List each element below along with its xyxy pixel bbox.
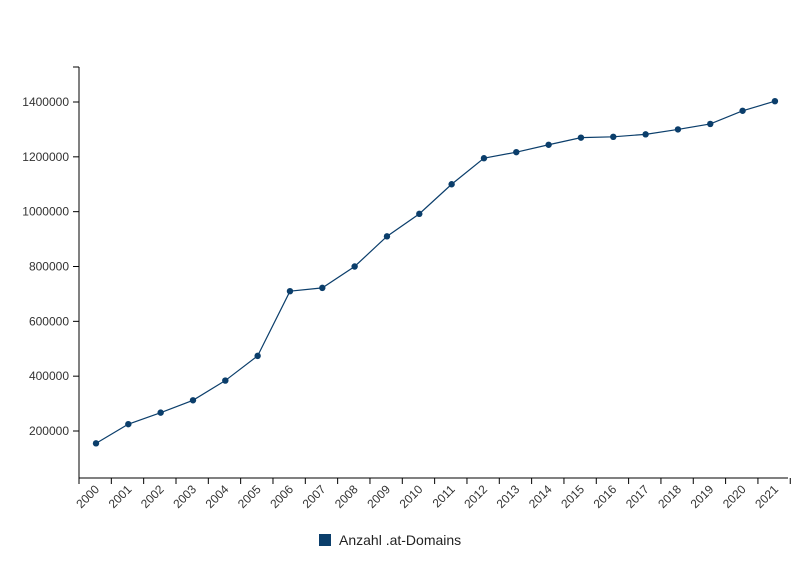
y-tick-label: 800000 [29, 260, 69, 274]
x-tick-label: 2017 [623, 482, 652, 511]
y-tick-label: 400000 [29, 369, 69, 383]
data-point [286, 287, 294, 295]
data-point [480, 155, 488, 162]
data-point [125, 420, 132, 428]
axes [73, 66, 788, 479]
data-point [642, 131, 649, 138]
data-point [739, 107, 746, 114]
x-tick-label: 2014 [526, 482, 555, 511]
data-point [674, 126, 682, 133]
x-tick-label: 2011 [430, 482, 458, 510]
x-tick-label: 2002 [138, 482, 167, 511]
x-tick-label: 2013 [494, 482, 523, 511]
data-point [254, 352, 261, 360]
y-tick-label: 600000 [29, 314, 69, 328]
y-tick-label: 1000000 [22, 205, 69, 219]
data-point [448, 181, 455, 188]
data-point [577, 134, 585, 141]
x-tick-label: 2019 [688, 482, 717, 511]
data-point [416, 210, 423, 218]
data-point [222, 377, 229, 384]
y-tick-label: 200000 [29, 424, 69, 438]
x-tick-label: 2010 [397, 482, 426, 511]
x-tick-label: 2015 [558, 482, 587, 511]
x-tick-label: 2007 [300, 482, 329, 511]
data-point [771, 97, 779, 105]
data-point [707, 120, 714, 128]
data-point [319, 284, 326, 292]
data-point [513, 148, 520, 156]
x-tick-label: 2016 [591, 482, 620, 511]
legend-label: Anzahl .at-Domains [339, 532, 462, 548]
data-point [545, 141, 552, 148]
series-layer [92, 97, 779, 447]
x-tick-label: 2005 [235, 482, 264, 511]
data-point [157, 409, 164, 416]
x-tick-label: 2003 [170, 482, 199, 511]
x-tick-label: 2020 [720, 482, 749, 511]
legend: Anzahl .at-Domains [319, 532, 461, 548]
x-tick-label: 2009 [364, 482, 393, 511]
y-tick-label: 1400000 [22, 95, 69, 109]
x-axis-ticks: 2000 2001 2002 2003 2004 2005 2006 2007 2008 2009… [73, 478, 791, 511]
data-point [383, 233, 391, 240]
y-axis-ticks: 200000 400000 600000 800000 1000000 1200000 14… [22, 95, 79, 438]
x-tick-label: 2008 [332, 482, 361, 511]
data-point [351, 263, 358, 270]
legend-swatch [319, 534, 331, 546]
x-tick-label: 2006 [267, 482, 296, 511]
x-tick-label: 2004 [203, 482, 232, 511]
x-tick-label: 2018 [655, 482, 684, 511]
data-point [610, 133, 617, 141]
series-line [95, 100, 776, 444]
data-point [189, 397, 197, 404]
x-tick-label: 2001 [106, 482, 135, 511]
x-tick-label: 2000 [73, 482, 102, 511]
x-tick-label: 2021 [752, 482, 781, 511]
x-tick-label: 2012 [461, 482, 490, 511]
y-tick-label: 1200000 [22, 150, 69, 164]
data-point [92, 440, 100, 447]
